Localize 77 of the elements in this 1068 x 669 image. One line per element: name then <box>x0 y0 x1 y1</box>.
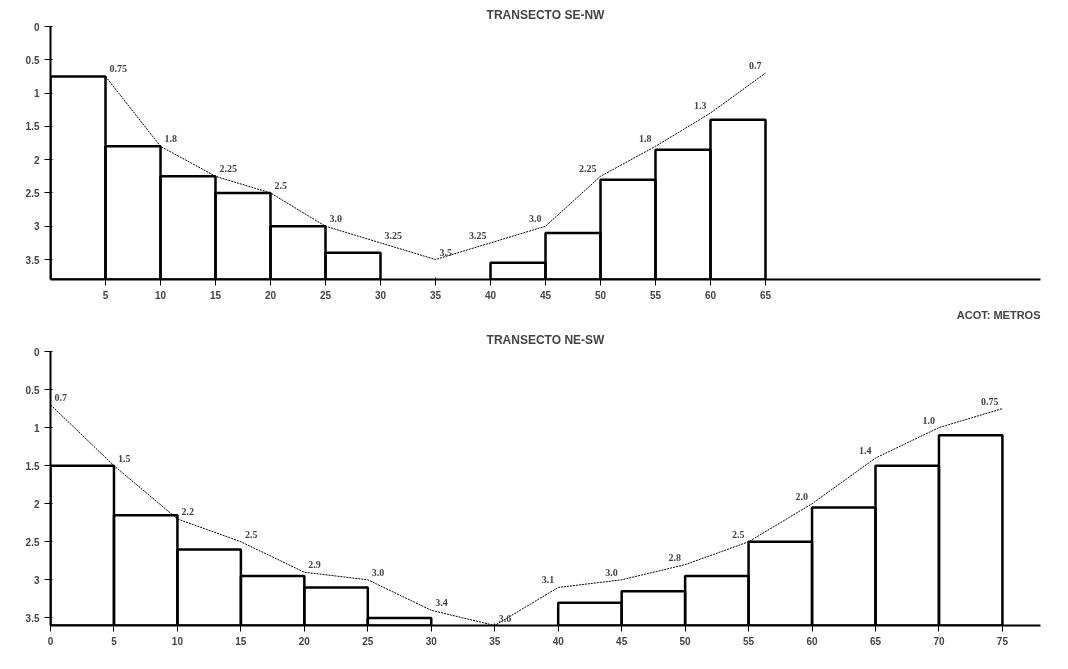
x-tick-label: 60 <box>806 635 819 647</box>
data-label: 2.9 <box>308 559 321 571</box>
y-tick-label: 3.5 <box>25 612 40 624</box>
x-tick-label: 30 <box>374 289 387 301</box>
x-tick-label: 40 <box>484 289 497 301</box>
x-tick-label: 35 <box>489 635 501 647</box>
data-label: 2.25 <box>579 163 597 175</box>
x-tick-label: 60 <box>704 289 717 301</box>
data-label: 3.25 <box>384 229 402 241</box>
x-tick-label: 5 <box>102 289 109 301</box>
x-tick-label: 35 <box>429 289 442 301</box>
x-tick-label: 65 <box>869 635 882 647</box>
data-label: 2.5 <box>274 179 287 191</box>
x-tick-label: 50 <box>679 635 692 647</box>
y-tick-label: 0 <box>33 21 40 33</box>
y-tick-label: 1 <box>33 422 40 434</box>
y-tick-label: 2.5 <box>25 187 40 199</box>
data-label: 3.0 <box>371 566 385 578</box>
data-label: 3.4 <box>435 597 448 609</box>
data-label: 2.5 <box>732 528 745 540</box>
x-tick-label: 55 <box>743 635 755 647</box>
chart-title: TRANSECTO NE-SW <box>486 332 606 347</box>
y-tick-label: 2 <box>33 498 40 510</box>
data-label: 3.0 <box>329 213 342 225</box>
x-tick-label: 20 <box>298 635 311 647</box>
data-label: 1.8 <box>639 133 652 145</box>
y-tick-label: 0.5 <box>25 384 40 396</box>
y-tick-label: 1 <box>33 88 40 100</box>
data-label: 2.2 <box>181 505 194 517</box>
data-label: 2.5 <box>244 528 258 540</box>
data-label: 3.25 <box>469 229 487 241</box>
x-tick-label: 75 <box>996 635 1009 647</box>
data-label: 3.5 <box>439 246 452 258</box>
y-tick-label: 2 <box>33 154 40 166</box>
y-tick-label: 3 <box>33 574 40 586</box>
y-tick-label: 3 <box>33 221 40 233</box>
data-label: 1.5 <box>117 452 131 464</box>
data-label: 1.0 <box>922 414 935 426</box>
y-tick-label: 1.5 <box>25 460 40 472</box>
y-tick-label: 2.5 <box>25 536 40 548</box>
chart-title: TRANSECTO SE-NW <box>486 7 606 22</box>
x-tick-label: 40 <box>552 635 565 647</box>
x-tick-label: 55 <box>649 289 662 301</box>
x-tick-label: 65 <box>759 289 772 301</box>
x-tick-label: 30 <box>425 635 438 647</box>
data-label: 1.3 <box>694 100 707 112</box>
x-tick-label: 5 <box>111 635 118 647</box>
data-label: 0.7 <box>749 60 762 72</box>
x-tick-label: 50 <box>594 289 607 301</box>
x-tick-label: 15 <box>209 289 222 301</box>
x-tick-label: 0 <box>47 635 54 647</box>
data-label: 1.4 <box>859 445 872 457</box>
y-tick-label: 1.5 <box>25 121 40 133</box>
data-label: 2.8 <box>668 551 682 563</box>
x-tick-label: 45 <box>539 289 552 301</box>
x-tick-label: 70 <box>933 635 945 647</box>
y-tick-label: 0 <box>33 346 40 358</box>
y-tick-label: 0.5 <box>25 54 40 66</box>
x-tick-label: 20 <box>264 289 277 301</box>
x-tick-label: 25 <box>319 289 332 301</box>
data-label: 2.0 <box>795 490 809 502</box>
data-label: 0.75 <box>109 63 127 75</box>
x-tick-label: 10 <box>154 289 167 301</box>
x-tick-label: 10 <box>171 635 184 647</box>
data-label: 0.7 <box>54 391 67 403</box>
y-tick-label: 3.5 <box>25 254 40 266</box>
data-label: 3.0 <box>605 566 618 578</box>
x-tick-label: 25 <box>362 635 374 647</box>
data-label: 3.0 <box>529 213 542 225</box>
data-label: 0.75 <box>980 395 999 407</box>
data-label: 3.6 <box>498 612 512 624</box>
x-tick-label: 45 <box>616 635 628 647</box>
data-label: 1.8 <box>164 133 177 145</box>
text: ACOT: METROS <box>956 308 1041 321</box>
x-tick-label: 15 <box>235 635 247 647</box>
data-label: 3.1 <box>541 574 555 586</box>
data-label: 2.25 <box>219 163 237 175</box>
